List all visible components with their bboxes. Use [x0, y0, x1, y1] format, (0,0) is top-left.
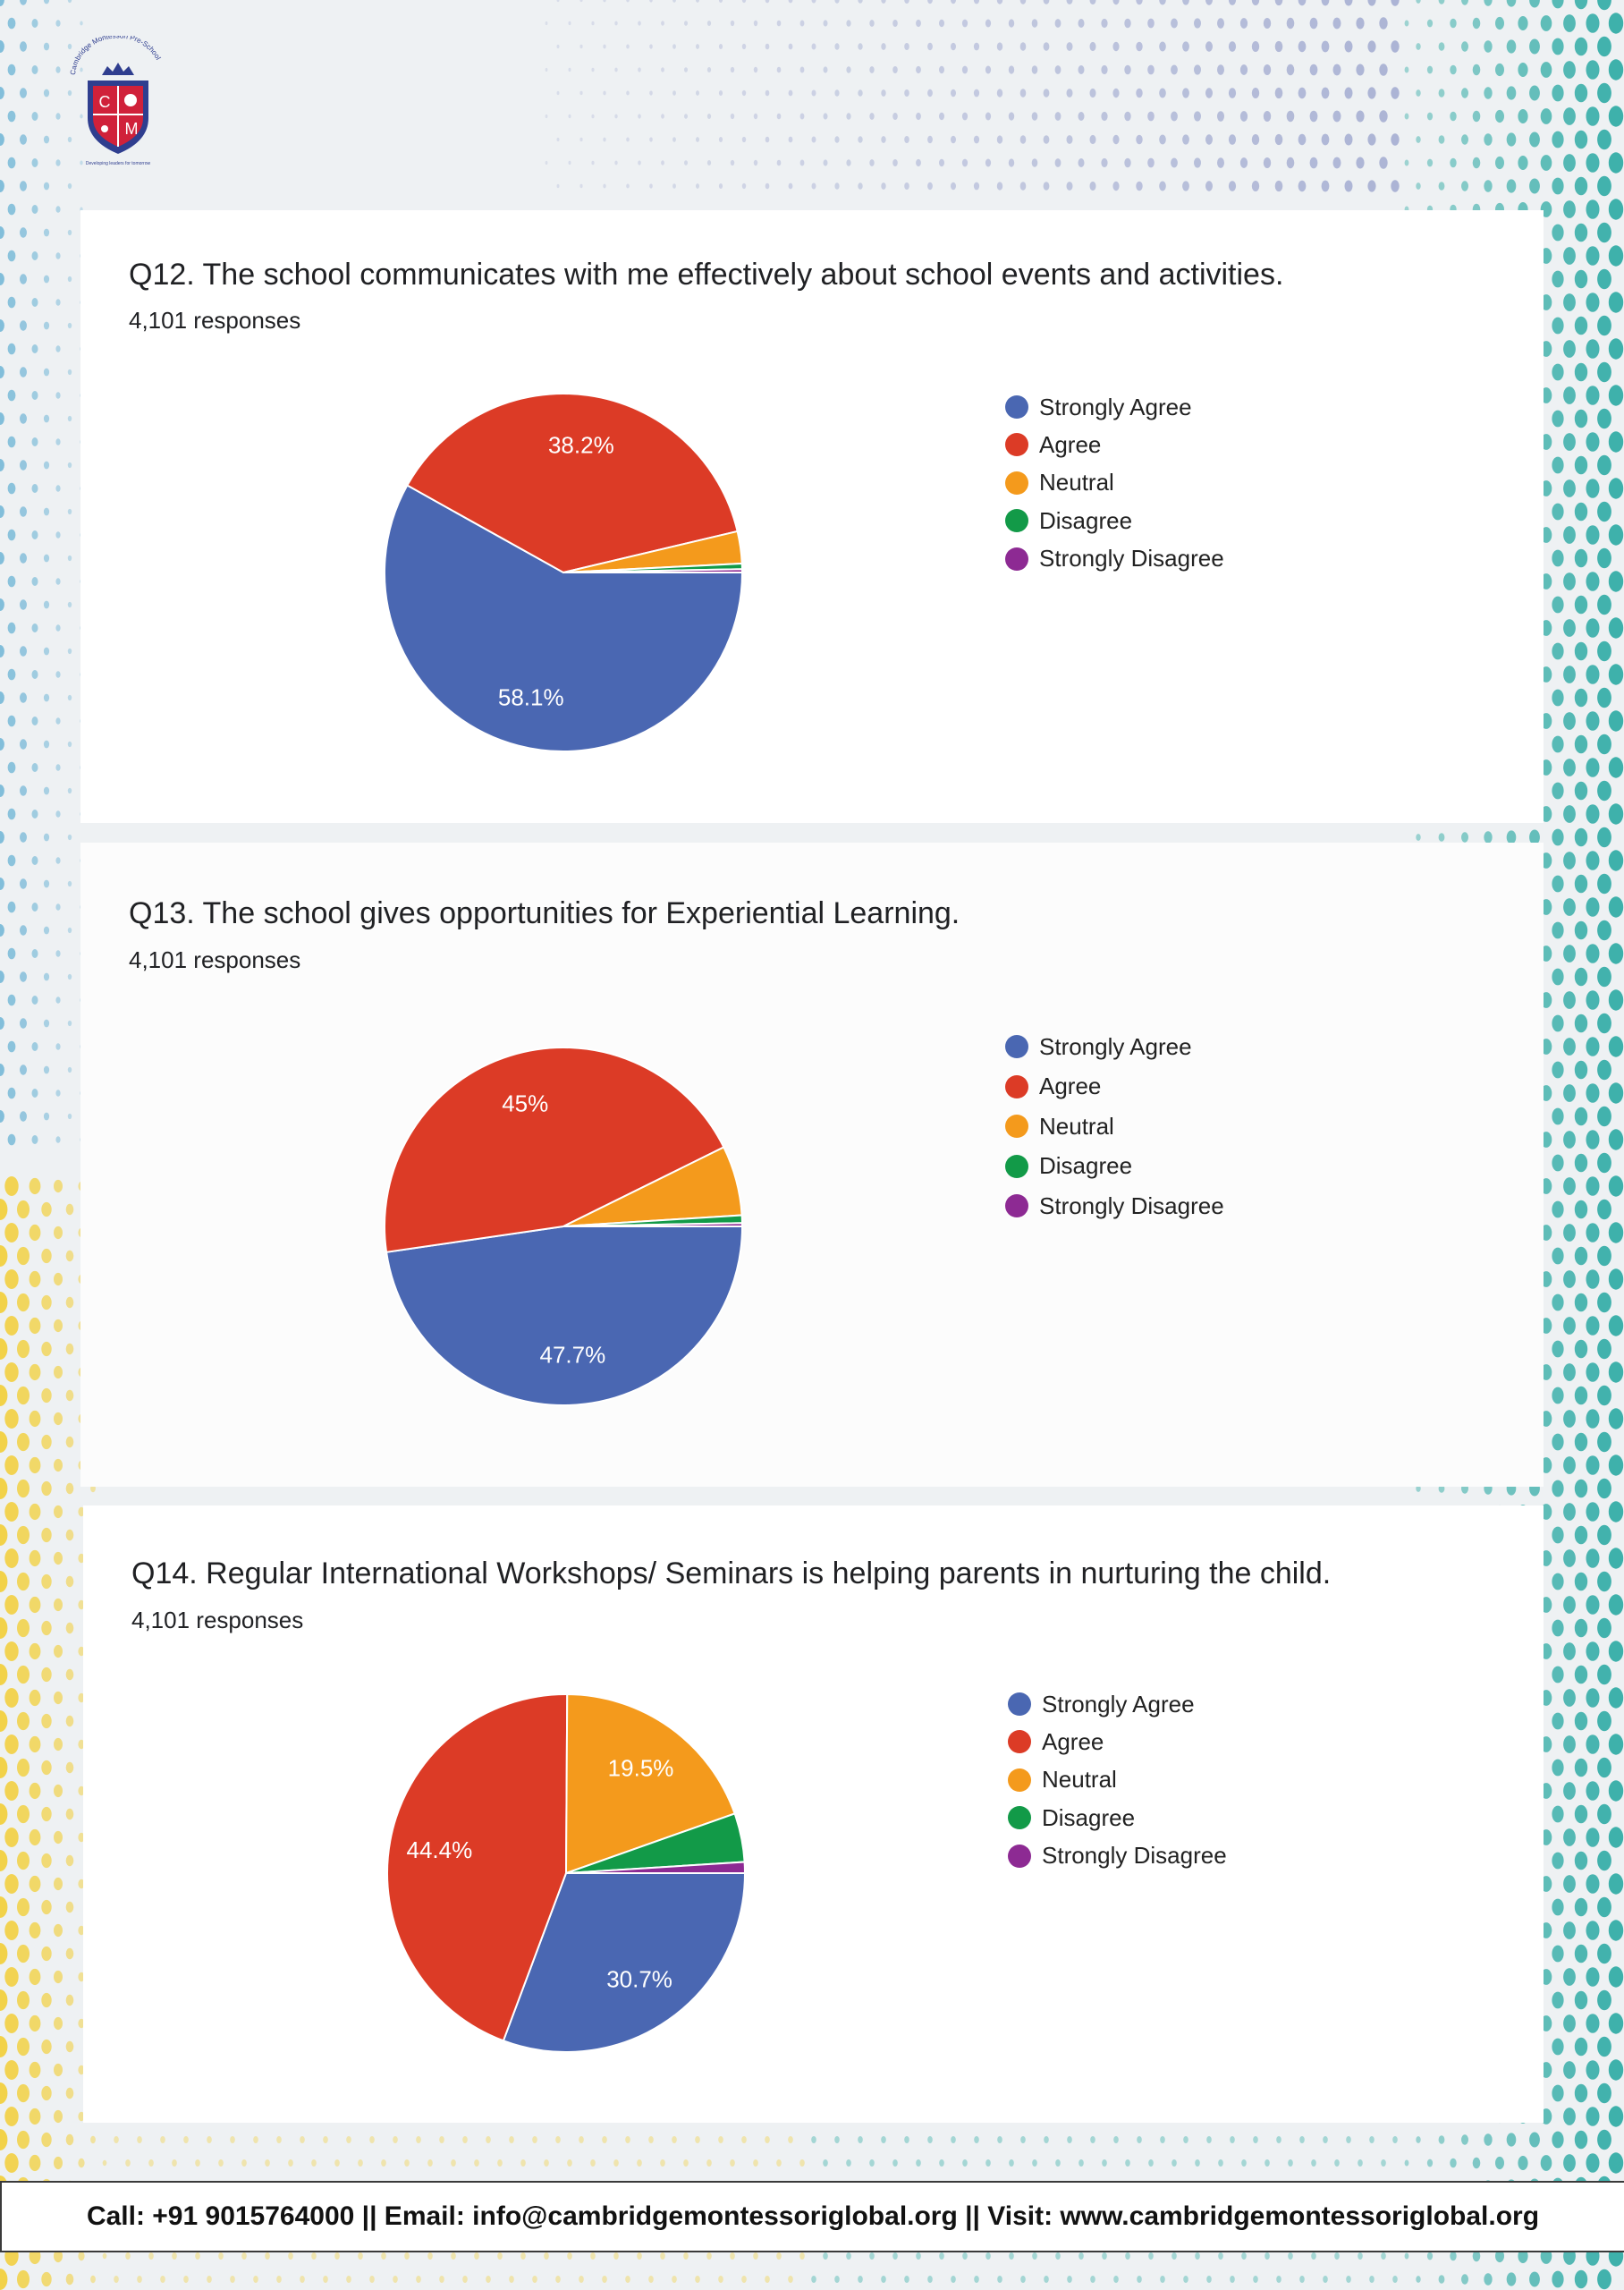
legend-label: Strongly Disagree — [1039, 545, 1224, 572]
slice-label-strongly-agree: 30.7% — [606, 1965, 672, 1992]
contact-info: Call: +91 9015764000 || Email: info@camb… — [86, 2201, 1540, 2231]
pie-slice-agree — [384, 1047, 725, 1253]
legend-item-strongly-agree: Strongly Agree — [1008, 1686, 1195, 1722]
legend-item-strongly-disagree: Strongly Disagree — [1005, 1188, 1224, 1224]
legend-swatch — [1005, 433, 1028, 457]
pie-slice-strongly-agree — [384, 484, 744, 752]
slice-label-neutral: 19.5% — [608, 1755, 674, 1782]
legend-label: Agree — [1042, 1727, 1104, 1755]
legend-swatch — [1008, 1844, 1031, 1868]
legend-swatch — [1005, 395, 1028, 419]
chart-card-q13: Q13. The school gives opportunities for … — [80, 843, 1544, 1487]
question-title: Q13. The school gives opportunities for … — [129, 896, 960, 930]
legend-swatch — [1008, 1768, 1031, 1792]
logo-letter-m: M — [125, 120, 139, 138]
legend-label: Neutral — [1042, 1766, 1117, 1794]
legend-item-agree: Agree — [1008, 1724, 1104, 1760]
legend-item-strongly-disagree: Strongly Disagree — [1005, 541, 1224, 577]
question-title: Q12. The school communicates with me eff… — [129, 258, 1284, 292]
legend-label: Strongly Agree — [1042, 1690, 1195, 1718]
legend-item-disagree: Disagree — [1005, 1149, 1132, 1184]
slice-label-agree: 44.4% — [407, 1836, 473, 1863]
slice-label-agree: 45% — [502, 1090, 548, 1116]
chart-card-q14: Q14. Regular International Workshops/ Se… — [83, 1505, 1544, 2123]
response-count: 4,101 responses — [129, 307, 301, 334]
legend-label: Disagree — [1042, 1803, 1136, 1831]
pie-slice-strongly-disagree — [562, 568, 744, 573]
legend-swatch — [1005, 1035, 1028, 1058]
pie-slice-strongly-agree — [502, 1872, 747, 2053]
pie-chart-q13: 47.7% 45% — [384, 1047, 744, 1406]
question-title: Q14. Regular International Workshops/ Se… — [131, 1556, 1332, 1590]
legend-swatch — [1005, 1115, 1028, 1138]
slice-label-strongly-agree: 47.7% — [540, 1342, 606, 1369]
legend-label: Disagree — [1039, 506, 1133, 534]
legend-swatch — [1008, 1692, 1031, 1716]
pie-chart-q12: 58.1% 38.2% — [384, 393, 744, 752]
legend-swatch — [1008, 1730, 1031, 1754]
pie-slice-strongly-disagree — [565, 1861, 747, 1874]
legend-item-disagree: Disagree — [1005, 503, 1132, 539]
legend-label: Strongly Disagree — [1039, 1192, 1224, 1219]
pie-slice-agree — [386, 1693, 569, 2042]
slice-label-strongly-agree: 58.1% — [498, 683, 564, 710]
legend-item-neutral: Neutral — [1005, 465, 1114, 501]
legend-swatch — [1005, 471, 1028, 495]
response-count: 4,101 responses — [129, 946, 301, 973]
chart-card-q12: Q12. The school communicates with me eff… — [80, 210, 1544, 823]
legend-item-neutral: Neutral — [1008, 1762, 1117, 1798]
logo-motto: Developing leaders for tomorrow — [86, 161, 151, 166]
pie-slice-strongly-agree — [385, 1226, 744, 1406]
legend-swatch — [1005, 1074, 1028, 1098]
legend-label: Strongly Agree — [1039, 393, 1192, 420]
legend-swatch — [1005, 509, 1028, 533]
legend-label: Neutral — [1039, 469, 1114, 496]
legend-swatch — [1008, 1806, 1031, 1830]
legend-item-agree: Agree — [1005, 1069, 1101, 1105]
legend-swatch — [1005, 547, 1028, 571]
legend-item-strongly-agree: Strongly Agree — [1005, 1029, 1192, 1064]
legend-label: Disagree — [1039, 1152, 1133, 1179]
response-count: 4,101 responses — [131, 1607, 304, 1633]
pie-chart-q14: 30.7% 44.4% 19.5% — [386, 1692, 747, 2053]
legend-swatch — [1005, 1154, 1028, 1178]
legend-item-strongly-agree: Strongly Agree — [1005, 389, 1192, 425]
contact-footer: Call: +91 9015764000 || Email: info@camb… — [0, 2181, 1624, 2252]
legend-item-agree: Agree — [1005, 427, 1101, 462]
legend-item-strongly-disagree: Strongly Disagree — [1008, 1838, 1227, 1874]
pie-slice-strongly-disagree — [562, 1222, 744, 1227]
legend-item-neutral: Neutral — [1005, 1108, 1114, 1144]
legend-label: Agree — [1039, 1073, 1102, 1099]
legend-item-disagree: Disagree — [1008, 1800, 1135, 1836]
slice-label-agree: 38.2% — [548, 431, 614, 458]
logo-letter-c: C — [99, 93, 111, 111]
legend-label: Agree — [1039, 430, 1102, 458]
school-logo: Cambridge Montessori Pre-School C M Deve… — [69, 36, 163, 166]
legend-label: Strongly Disagree — [1042, 1842, 1227, 1870]
legend-swatch — [1005, 1194, 1028, 1217]
legend-label: Strongly Agree — [1039, 1032, 1192, 1060]
pie-slice-agree — [405, 393, 739, 574]
legend-label: Neutral — [1039, 1112, 1114, 1140]
